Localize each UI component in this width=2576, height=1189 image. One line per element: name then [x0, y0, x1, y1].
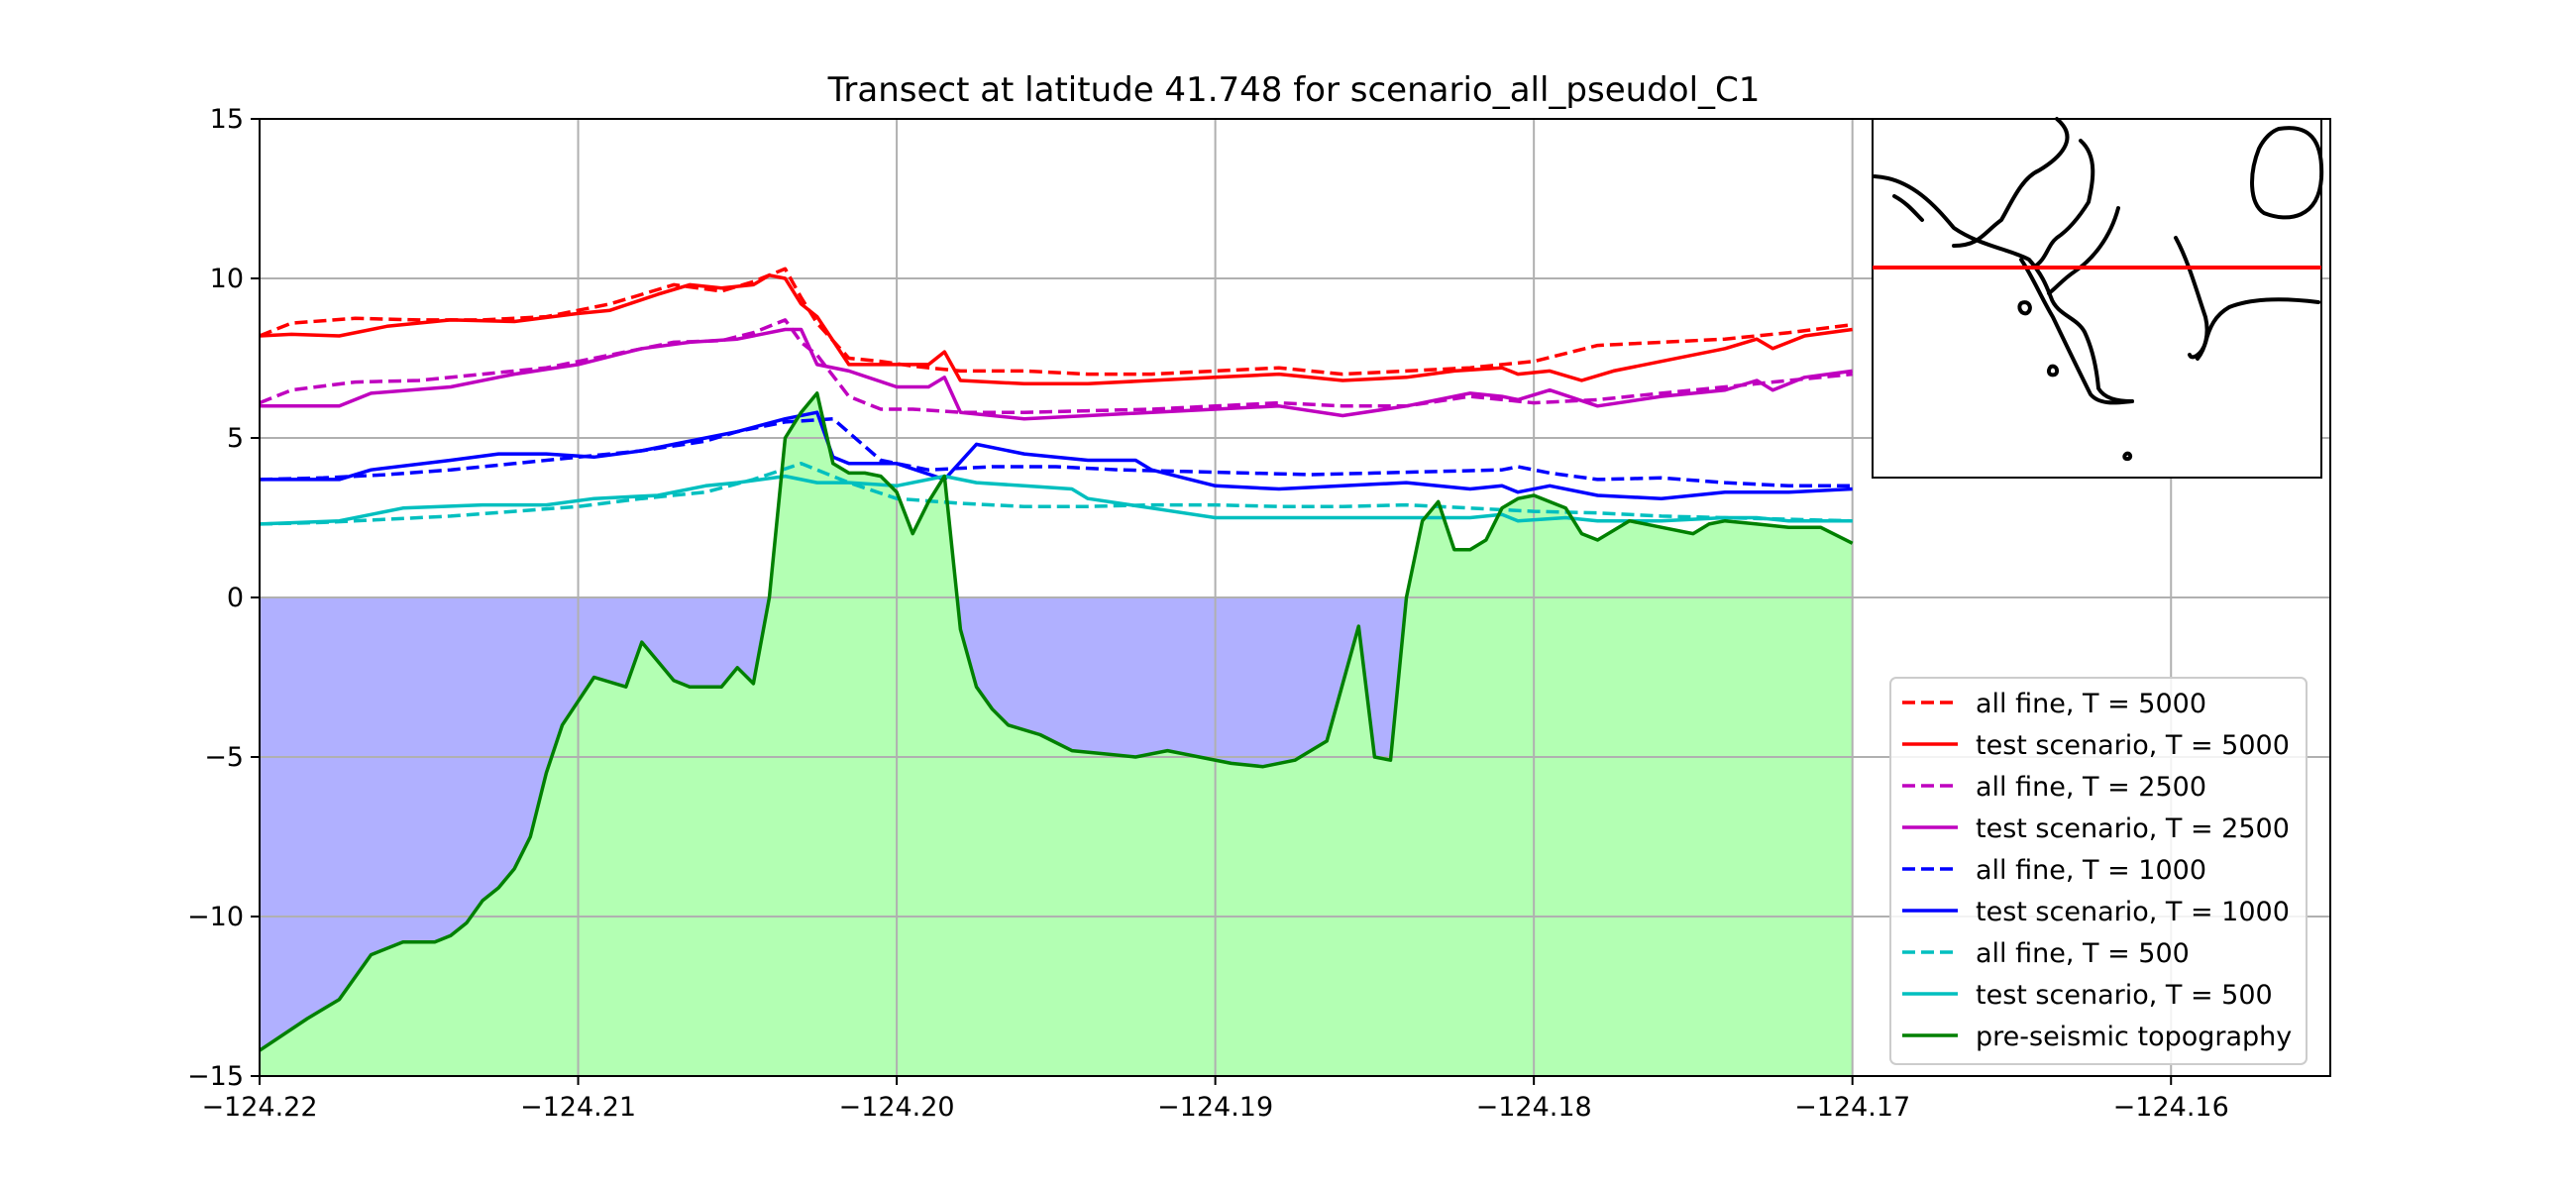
series-line-3	[260, 327, 1853, 421]
legend-box	[1889, 677, 2308, 1065]
x-tick-label: −124.22	[201, 1092, 317, 1123]
coastline-east	[2188, 297, 2320, 360]
legend-label-7: test scenario, T = 500	[1976, 980, 2273, 1011]
legend-label-6: all fine, T = 500	[1976, 938, 2190, 969]
coastline-river-2	[2031, 139, 2095, 270]
x-tick-label: −124.19	[1157, 1092, 1273, 1123]
legend-label-5: test scenario, T = 1000	[1976, 897, 2290, 927]
series-lines	[259, 267, 1854, 1052]
water-area	[260, 597, 1853, 1051]
series-line-1	[259, 273, 1853, 386]
legend-entries: all fine, T = 5000 test scenario, T = 500…	[1902, 689, 2292, 1052]
y-tick-label: 5	[227, 423, 244, 454]
coastline-bay	[1892, 194, 1924, 222]
coastline-spit	[2019, 258, 2134, 405]
legend-label-2: all fine, T = 2500	[1976, 772, 2206, 803]
legend: all fine, T = 5000 test scenario, T = 500…	[1889, 677, 2308, 1065]
fill-areas	[260, 392, 1853, 1076]
y-tick-label: −5	[204, 742, 244, 773]
legend-label-0: all fine, T = 5000	[1976, 689, 2206, 719]
series-line-4	[259, 416, 1853, 488]
legend-label-4: all fine, T = 1000	[1976, 855, 2206, 886]
coastline-islet-2	[2046, 364, 2060, 378]
legend-label-1: test scenario, T = 5000	[1976, 730, 2290, 761]
series-line-2	[259, 318, 1853, 414]
inset-map	[1872, 117, 2324, 479]
y-tick-label: 15	[210, 104, 244, 135]
coastline-islet-3	[2122, 451, 2133, 462]
legend-label-8: pre-seismic topography	[1976, 1022, 2292, 1052]
y-tick-label: −10	[187, 902, 244, 932]
x-tick-label: −124.16	[2113, 1092, 2229, 1123]
series-line-5	[260, 410, 1853, 500]
y-tick-label: 10	[210, 264, 244, 294]
coastline-lake	[2250, 126, 2324, 220]
x-tick-label: −124.20	[839, 1092, 955, 1123]
coastline-islet-1	[2017, 300, 2032, 316]
axis-ticks: −124.22 −124.21 −124.20 −124.19 −124.18 −124.…	[187, 104, 2229, 1123]
chart-title: Transect at latitude 41.748 for scenario…	[827, 70, 1761, 110]
coastline-inlet	[2174, 236, 2209, 361]
x-tick-label: −124.18	[1476, 1092, 1592, 1123]
legend-label-3: test scenario, T = 2500	[1976, 813, 2290, 844]
x-tick-label: −124.17	[1794, 1092, 1910, 1123]
coastline-river	[1952, 117, 2070, 248]
series-line-7	[259, 474, 1853, 526]
series-line-8	[259, 391, 1854, 1052]
inset-background	[1872, 118, 2322, 479]
series-line-6	[259, 462, 1853, 526]
coastline-channel	[2047, 206, 2120, 295]
land-area	[260, 392, 1853, 1076]
y-tick-label: 0	[227, 583, 244, 613]
x-tick-label: −124.21	[520, 1092, 636, 1123]
y-tick-label: −15	[187, 1061, 244, 1092]
